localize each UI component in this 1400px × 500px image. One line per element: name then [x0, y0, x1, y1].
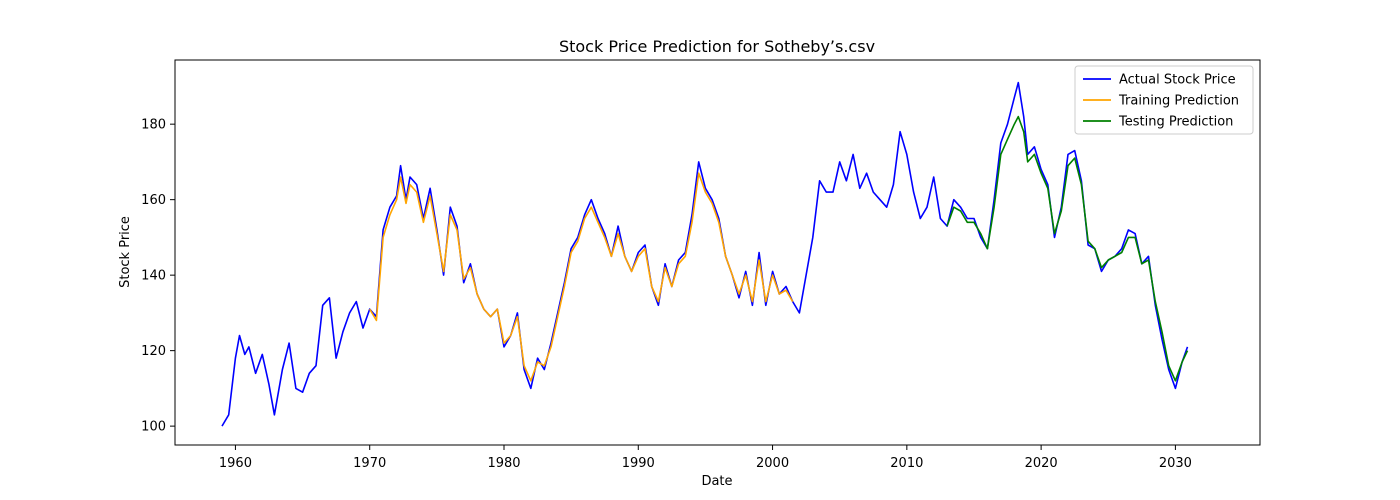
legend-label: Training Prediction: [1118, 94, 1239, 109]
x-axis-label: Date: [701, 474, 732, 489]
x-tick-label: 2030: [1159, 456, 1192, 471]
legend: Actual Stock Price Training Prediction Tes…: [1074, 65, 1254, 135]
y-tick-label: 180: [141, 118, 166, 133]
plot-area: [221, 81, 1189, 427]
series-line-actual-stock-price: [221, 81, 1189, 427]
y-tick-label: 160: [141, 193, 166, 208]
legend-box: [1074, 65, 1254, 135]
chart-title: Stock Price Prediction for Sotheby’s.csv: [559, 37, 875, 56]
series-line-testing-prediction: [946, 115, 1189, 382]
x-tick-label: 2020: [1025, 456, 1058, 471]
x-tick-label: 1960: [219, 456, 252, 471]
y-tick-label: 120: [141, 344, 166, 359]
x-tick-label: 1990: [622, 456, 655, 471]
x-tick-label: 1970: [353, 456, 386, 471]
x-tick-label: 2010: [890, 456, 923, 471]
legend-label: Testing Prediction: [1118, 115, 1233, 130]
x-tick-label: 1980: [487, 456, 520, 471]
y-tick-label: 140: [141, 269, 166, 284]
legend-label: Actual Stock Price: [1119, 73, 1236, 88]
y-axis: 100 120 140 160 180: [141, 118, 175, 435]
x-tick-label: 2000: [756, 456, 789, 471]
x-axis: 1960 1970 1980 1990 2000 2010 2020 2030: [219, 445, 1192, 471]
series-line-training-prediction: [369, 172, 794, 382]
y-tick-label: 100: [141, 420, 166, 435]
plot-frame: [174, 59, 1261, 446]
y-axis-label: Stock Price: [118, 216, 133, 288]
